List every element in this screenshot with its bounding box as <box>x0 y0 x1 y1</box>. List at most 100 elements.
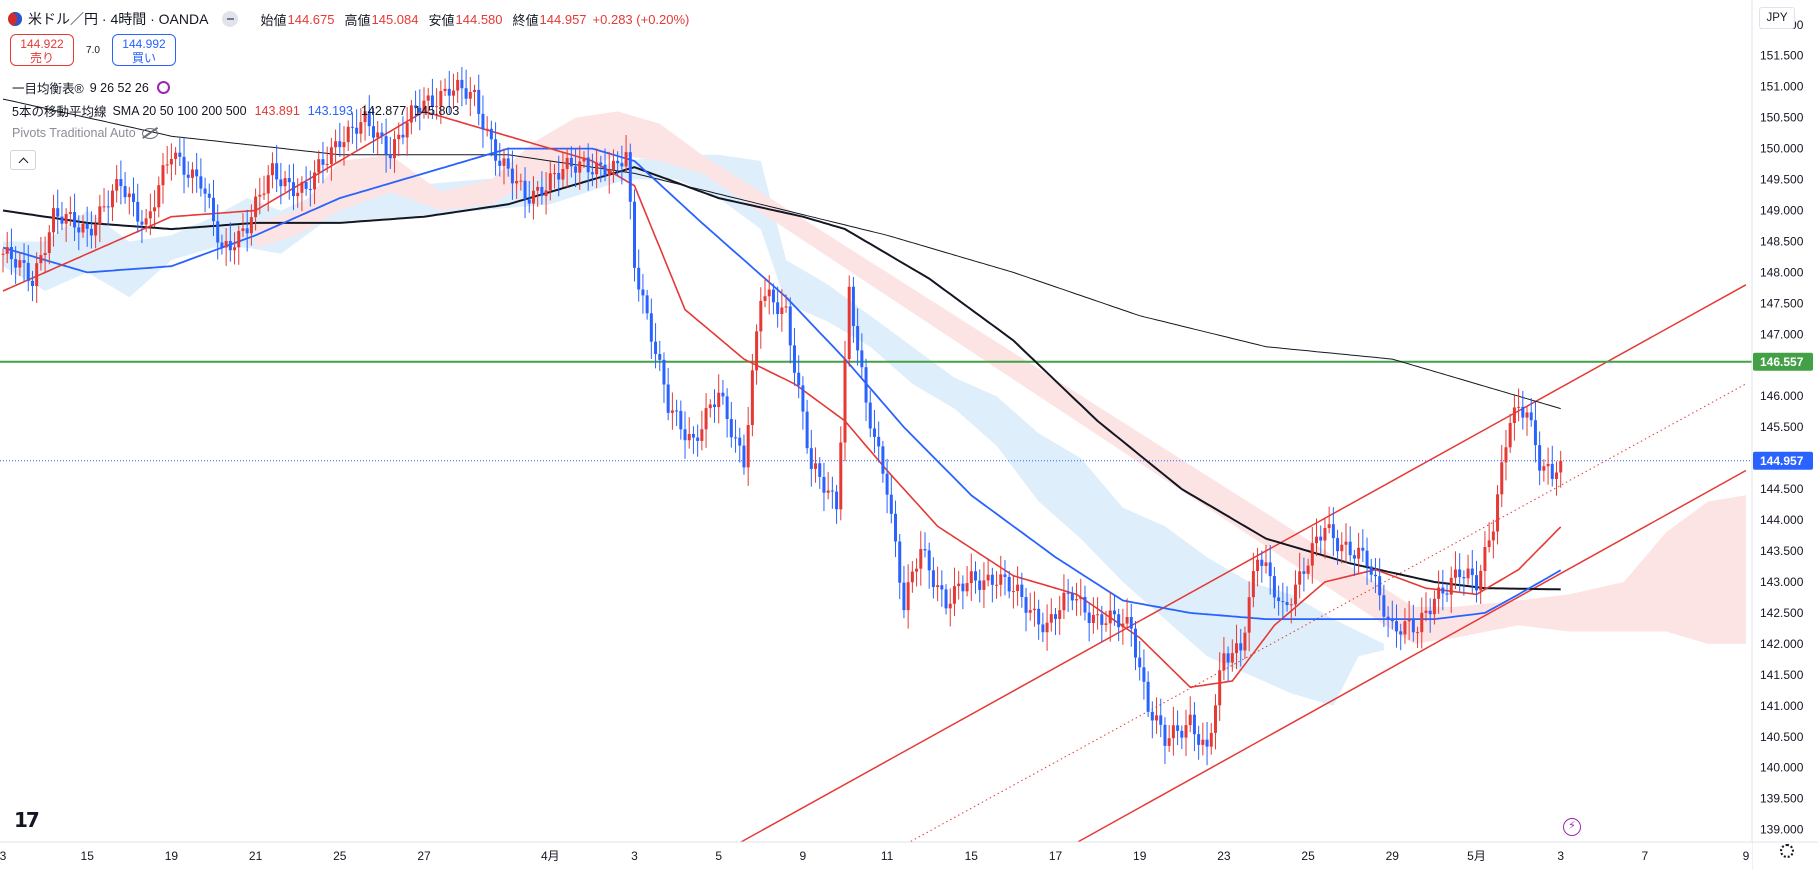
candle-body <box>355 127 359 134</box>
candle <box>26 245 30 292</box>
candle <box>881 440 885 483</box>
horizontal-line-price-tag <box>1753 352 1813 371</box>
candle-body <box>1016 584 1020 592</box>
candle-body <box>948 603 952 609</box>
candle <box>1100 605 1104 643</box>
candle-body <box>1003 574 1007 577</box>
candle-body <box>9 247 13 260</box>
candle-body <box>123 186 127 198</box>
candle <box>557 155 561 197</box>
candle-body <box>460 79 464 89</box>
bolt-icon[interactable]: ⚡ <box>1563 818 1581 836</box>
sell-price: 144.922 <box>20 37 64 51</box>
symbol-title[interactable]: 米ドル／円 · 4時間 · OANDA <box>28 11 209 27</box>
candle-body <box>1428 610 1432 615</box>
candle-body <box>1538 445 1542 471</box>
currency-selector[interactable]: JPY <box>1759 7 1795 29</box>
candle-body <box>494 139 498 161</box>
candle <box>641 274 645 314</box>
candle-body <box>872 428 876 437</box>
eye-hidden-icon[interactable] <box>141 127 158 139</box>
candle <box>658 340 662 372</box>
candle <box>190 162 194 194</box>
candle <box>628 143 632 220</box>
y-tick-label: 150.000 <box>1760 142 1804 156</box>
candle-body <box>603 164 607 176</box>
candle <box>1150 701 1154 739</box>
candle <box>1487 522 1491 553</box>
candle-body <box>212 197 215 222</box>
candle <box>1336 529 1340 565</box>
candle <box>679 400 683 440</box>
x-tick-label: 11 <box>881 849 894 863</box>
candle <box>1251 552 1255 608</box>
candle <box>1205 722 1209 766</box>
candle-body <box>1352 555 1356 559</box>
candle <box>414 90 418 122</box>
candle-body <box>1155 715 1159 721</box>
sell-button[interactable]: 144.922 売り <box>10 34 74 66</box>
candle <box>877 421 881 463</box>
candle-body <box>1218 670 1222 706</box>
pivots-legend[interactable]: Pivots Traditional Auto <box>12 126 158 140</box>
tradingview-logo-icon[interactable]: 17 <box>14 808 40 832</box>
candle <box>405 107 409 156</box>
candle-body <box>367 111 371 127</box>
candle-body <box>565 157 569 169</box>
ichimoku-params: 9 26 52 26 <box>89 80 149 95</box>
last-price-tag-label: 144.957 <box>1760 454 1804 468</box>
candle <box>1079 578 1083 616</box>
x-tick-label: 3 <box>631 849 638 863</box>
candle-body <box>1087 612 1091 623</box>
candle-body <box>1138 657 1142 668</box>
candle-body <box>94 224 98 236</box>
candle <box>1201 722 1205 756</box>
y-tick-label: 139.500 <box>1760 792 1804 806</box>
candle <box>822 462 826 512</box>
buy-button[interactable]: 144.992 買い <box>112 34 176 66</box>
candle <box>14 246 18 284</box>
candle <box>1344 523 1348 563</box>
candle <box>270 152 274 189</box>
ma-legend[interactable]: 5本の移動平均線 SMA 20 50 100 200 500 143.891 1… <box>12 101 467 120</box>
candle <box>1306 558 1310 580</box>
candle <box>393 130 397 173</box>
candle-body <box>818 463 822 477</box>
ichimoku-legend[interactable]: 一目均衡表® 9 26 52 26 <box>12 78 170 97</box>
market-status-icon[interactable] <box>222 11 239 27</box>
candle-body <box>1293 584 1297 605</box>
candle-body <box>965 583 969 592</box>
candle <box>700 410 704 451</box>
candle <box>47 225 51 265</box>
channel-mid-line <box>886 383 1747 855</box>
candle <box>755 324 759 385</box>
collapse-legend-button[interactable] <box>10 150 36 170</box>
candle <box>81 215 85 238</box>
candle <box>957 571 961 600</box>
gear-icon[interactable] <box>1780 844 1794 858</box>
candle <box>350 112 354 144</box>
candle-body <box>1037 608 1041 625</box>
candle <box>582 151 586 169</box>
candle <box>127 186 131 215</box>
channel-upper-line <box>718 284 1747 856</box>
candle-body <box>687 433 691 441</box>
candle-body <box>999 574 1003 585</box>
candle-body <box>207 193 211 198</box>
candle-body <box>1487 540 1491 548</box>
candle <box>1395 604 1399 648</box>
low-label: 安値 <box>428 12 455 28</box>
y-tick-label: 139.000 <box>1760 823 1804 837</box>
candle <box>969 553 973 601</box>
candle <box>30 270 34 302</box>
sync-icon[interactable] <box>156 81 170 94</box>
candle <box>153 190 157 227</box>
x-tick-label: 3 <box>0 849 7 863</box>
candle-body <box>296 192 300 197</box>
candle <box>376 121 380 155</box>
candle-body <box>969 571 973 584</box>
candle-body <box>952 586 956 604</box>
candle-body <box>338 141 342 148</box>
